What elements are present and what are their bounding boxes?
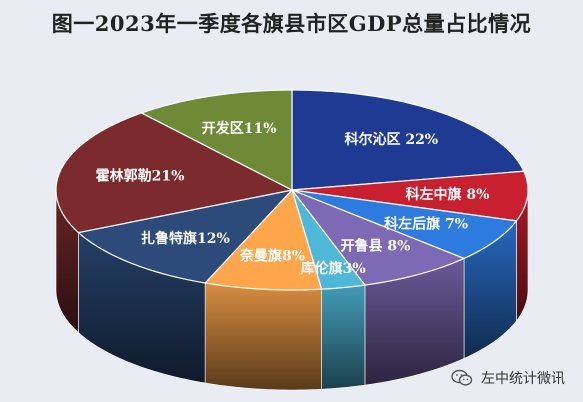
slice-label-开发区: 开发区11% (202, 120, 277, 137)
slice-label-奈曼旗: 奈曼旗8% (239, 248, 305, 265)
watermark: 左中统计微讯 (451, 368, 565, 388)
slice-label-开鲁县: 开鲁县 8% (341, 238, 411, 255)
slice-label-科左后旗: 科左后旗 7% (384, 216, 468, 233)
slice-label-科左中旗: 科左中旗 8% (406, 186, 490, 203)
pie-top-faces (55, 89, 529, 291)
slice-霍林郭勒 (55, 112, 293, 234)
slice-side-奈曼旗 (204, 282, 322, 391)
chart-title: 图一2023年一季度各旗县市区GDP总量占比情况 (51, 11, 532, 36)
slice-开发区 (140, 89, 293, 191)
slice-科左中旗 (291, 170, 529, 222)
slice-label-科尔沁区: 科尔沁区 22% (344, 131, 438, 148)
slice-开鲁县 (291, 189, 465, 286)
slice-科左后旗 (291, 189, 518, 260)
wechat-icon (451, 369, 473, 386)
watermark-text: 左中统计微讯 (481, 371, 565, 387)
slice-label-库伦旗: 库伦旗3% (301, 260, 366, 277)
slice-奈曼旗 (204, 189, 323, 291)
slice-科尔沁区 (291, 89, 525, 191)
slice-label-霍林郭勒: 霍林郭勒21% (96, 168, 185, 185)
slice-side-库伦旗 (321, 284, 366, 390)
slice-扎鲁特旗 (77, 189, 293, 284)
pie-side-walls (55, 189, 529, 391)
slice-库伦旗 (291, 189, 366, 290)
slice-label-扎鲁特旗: 扎鲁特旗12% (141, 230, 230, 247)
pie-labels: 科尔沁区 22% 科左中旗 8% 科左后旗 7% 开鲁县 8% 库伦旗3%奈曼旗8% 扎鲁… (96, 120, 490, 277)
